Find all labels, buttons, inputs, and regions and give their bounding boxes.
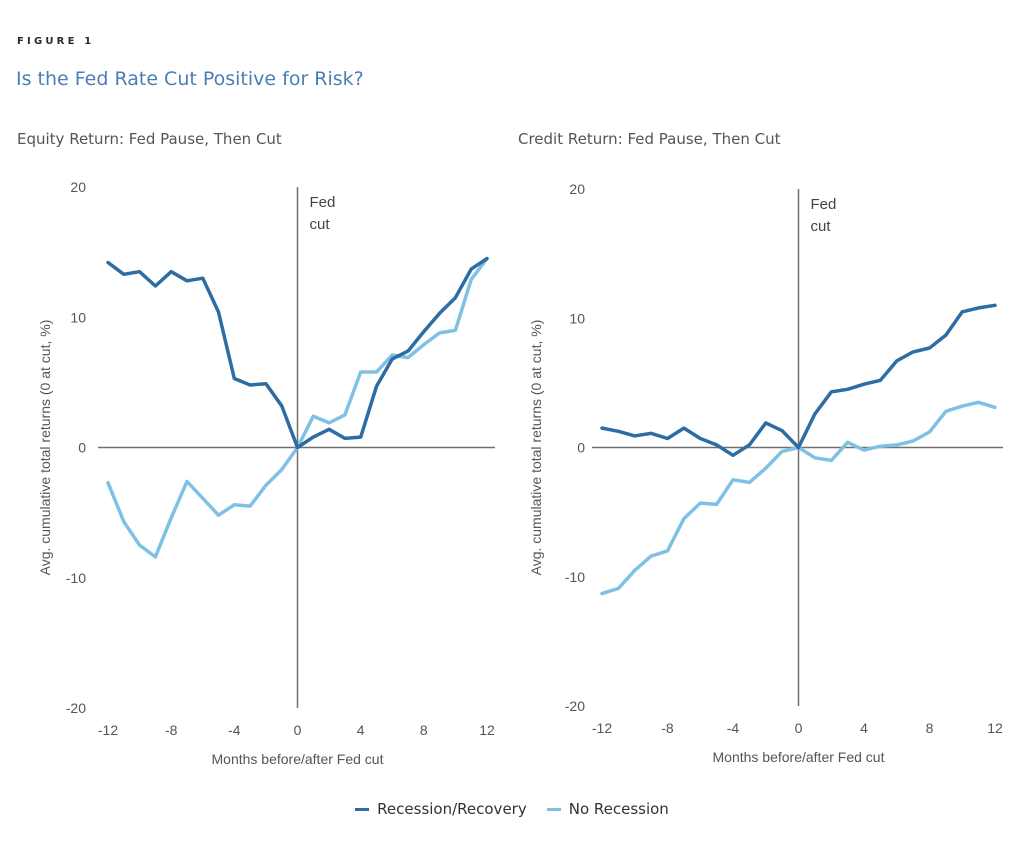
equity-x-tick-label: -4 [228, 722, 241, 738]
equity-x-axis-title: Months before/after Fed cut [212, 751, 384, 767]
equity-chart-title: Equity Return: Fed Pause, Then Cut [17, 130, 282, 148]
equity-x-tick-label: 8 [420, 722, 428, 738]
equity-x-tick-label: -8 [165, 722, 178, 738]
equity-x-tick-label: 4 [357, 722, 365, 738]
equity-y-tick-label: 10 [70, 309, 86, 325]
credit-x-tick-label: 4 [860, 720, 868, 736]
equity-x-tick-label: 12 [479, 722, 495, 738]
legend-label-recession: Recession/Recovery [377, 800, 527, 818]
credit-y-axis-title: Avg. cumulative total returns (0 at cut,… [528, 320, 544, 576]
credit-y-tick-label: 10 [569, 310, 585, 326]
legend-swatch-recession [355, 807, 370, 811]
figure-title: Is the Fed Rate Cut Positive for Risk? [16, 68, 364, 90]
credit-y-tick-label: -20 [565, 698, 585, 714]
legend-item-no-recession: No Recession [546, 800, 669, 818]
equity-fed-cut-label: cut [310, 216, 331, 233]
credit-y-tick-label: 0 [577, 440, 585, 456]
equity-x-tick-label: -12 [98, 722, 118, 738]
equity-fed-cut-label: Fed [310, 194, 336, 211]
figure-label: FIGURE 1 [17, 36, 95, 47]
credit-x-tick-label: 0 [795, 720, 803, 736]
legend-swatch-no-recession [546, 807, 561, 811]
credit-y-tick-label: -10 [565, 569, 585, 585]
legend-label-no-recession: No Recession [568, 800, 669, 818]
equity-y-tick-label: 0 [78, 440, 86, 456]
equity-y-tick-label: -10 [66, 570, 86, 586]
credit-x-tick-label: -8 [661, 720, 674, 736]
legend: Recession/Recovery No Recession [0, 800, 1024, 818]
equity-x-tick-label: 0 [294, 722, 302, 738]
equity-y-axis-title: Avg. cumulative total returns (0 at cut,… [37, 320, 53, 576]
legend-item-recession: Recession/Recovery [355, 800, 527, 818]
credit-fed-cut-label: cut [811, 218, 832, 235]
credit-x-axis-title: Months before/after Fed cut [713, 749, 885, 765]
credit-x-tick-label: -4 [727, 720, 740, 736]
credit-x-tick-label: 8 [926, 720, 934, 736]
equity-y-tick-label: 20 [70, 179, 86, 195]
credit-fed-cut-label: Fed [811, 196, 837, 213]
equity-y-tick-label: -20 [66, 700, 86, 716]
credit-x-tick-label: -12 [592, 720, 612, 736]
credit-x-tick-label: 12 [987, 720, 1003, 736]
credit-chart-title: Credit Return: Fed Pause, Then Cut [518, 130, 781, 148]
credit-y-tick-label: 20 [569, 181, 585, 197]
